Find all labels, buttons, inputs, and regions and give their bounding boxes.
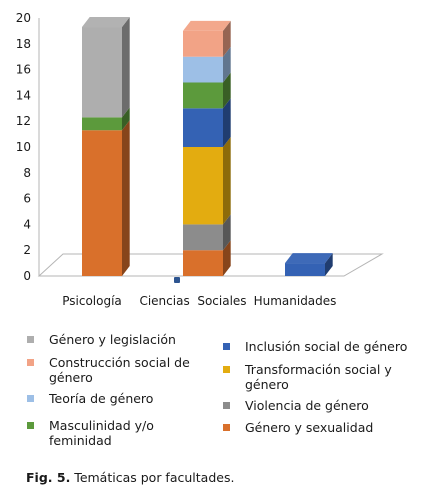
bar-ciencias-sociales-inclusion-social-de-genero-side <box>223 98 231 147</box>
legend-item-construccion-social: Construcción social de género <box>27 355 217 385</box>
legend-label: Teoría de género <box>49 391 154 406</box>
y-tick-label: 18 <box>16 37 31 51</box>
bar-humanidades-inclusion-social-de-genero <box>285 263 325 276</box>
stacked-3d-bar-chart: 0 2 4 6 8 10 12 14 16 18 20 Psicología Ciencias Soci… <box>16 11 384 308</box>
legend-item-violencia-genero: Violencia de género <box>223 398 423 413</box>
bar-psicologia-genero-y-legislacion-side <box>122 17 130 118</box>
x-tick-label: Psicología <box>62 294 122 308</box>
legend-swatch-inclusion-social <box>223 343 230 350</box>
x-tick-label: Ciencias Sociales <box>139 294 246 308</box>
legend-item-genero-legislacion: Género y legislación <box>27 332 217 347</box>
bar-psicologia-masculinidad-y-o-feminidad <box>82 117 122 131</box>
bar-psicologia-genero-y-sexualidad <box>82 130 122 276</box>
legend-item-genero-sexualidad: Género y sexualidad <box>223 420 423 435</box>
bar-psicologia-masculinidad-y-o-feminidad-side <box>122 107 130 131</box>
legend-item-masculinidad: Masculinidad y/o feminidad <box>27 418 217 448</box>
y-tick-label: 12 <box>16 114 31 128</box>
legend-swatch-genero-legislacion <box>27 336 34 343</box>
bar-ciencias-sociales-construccion-social-de-genero <box>183 30 223 57</box>
legend-label: Inclusión social de género <box>245 339 408 354</box>
y-tick-label: 10 <box>16 140 31 154</box>
axis-marker <box>174 277 180 283</box>
legend-item-inclusion-social: Inclusión social de género <box>223 339 423 354</box>
chart-floor <box>37 253 384 277</box>
bar-ciencias-sociales-masculinidad-y-o-feminidad <box>183 82 223 109</box>
legend-swatch-genero-sexualidad <box>223 424 230 431</box>
bar-ciencias-sociales-genero-y-sexualidad <box>183 250 223 276</box>
bar-ciencias-sociales-violencia-de-genero <box>183 224 223 251</box>
y-tick-label: 8 <box>23 166 31 180</box>
bar-humanidades-inclusion-social-de-genero-side <box>325 253 333 276</box>
bar-humanidades-top <box>285 253 333 264</box>
bar-ciencias-sociales-construccion-social-de-genero-side <box>223 20 231 57</box>
bar-ciencias-sociales-teoria-de-genero-side <box>223 46 231 83</box>
y-tick-label: 6 <box>23 192 31 206</box>
bar-psicologia-genero-y-sexualidad-side <box>122 120 130 276</box>
legend-label: Género y sexualidad <box>245 420 374 435</box>
legend-label: Violencia de género <box>245 398 369 413</box>
bar-ciencias-sociales-transformacion-social-y-genero <box>183 147 223 225</box>
y-tick-label: 16 <box>16 63 31 77</box>
bar-ciencias-sociales-masculinidad-y-o-feminidad-side <box>223 72 231 109</box>
legend-swatch-masculinidad <box>27 422 34 429</box>
bar-ciencias-sociales-teoria-de-genero <box>183 56 223 83</box>
legend-label: Masculinidad y/o feminidad <box>49 418 154 448</box>
caption-text: Temáticas por facultades. <box>70 470 235 485</box>
y-tick-label: 4 <box>23 217 31 231</box>
legend-swatch-violencia-genero <box>223 402 230 409</box>
bar-ciencias-sociales-inclusion-social-de-genero <box>183 108 223 147</box>
caption-label: Fig. 5. <box>26 470 71 485</box>
legend-item-transformacion-social: Transformación social y género <box>223 362 403 392</box>
bar-ciencias-sociales-genero-y-sexualidad-side <box>223 240 231 276</box>
x-tick-label: Humanidades <box>254 294 337 308</box>
legend-item-teoria-genero: Teoría de género <box>27 391 217 406</box>
bar-ciencias-sociales-top <box>183 20 231 31</box>
legend-label: Transformación social y género <box>245 362 392 392</box>
legend-swatch-teoria-genero <box>27 395 34 402</box>
bar-ciencias-sociales-violencia-de-genero-side <box>223 214 231 251</box>
legend-label: Género y legislación <box>49 332 176 347</box>
legend-label: Construcción social de género <box>49 355 190 385</box>
bar-psicologia-top <box>82 17 130 28</box>
bar-ciencias-sociales-transformacion-social-y-genero-side <box>223 137 231 225</box>
y-tick-label: 0 <box>23 269 31 283</box>
y-tick-label: 14 <box>16 88 31 102</box>
y-tick-label: 2 <box>23 243 31 257</box>
y-tick-label: 20 <box>16 11 31 25</box>
figure-caption: Fig. 5. Temáticas por facultades. <box>26 470 234 485</box>
bar-psicologia-genero-y-legislacion <box>82 27 122 118</box>
legend-swatch-construccion-social <box>27 359 34 366</box>
legend-swatch-transformacion-social <box>223 366 230 373</box>
